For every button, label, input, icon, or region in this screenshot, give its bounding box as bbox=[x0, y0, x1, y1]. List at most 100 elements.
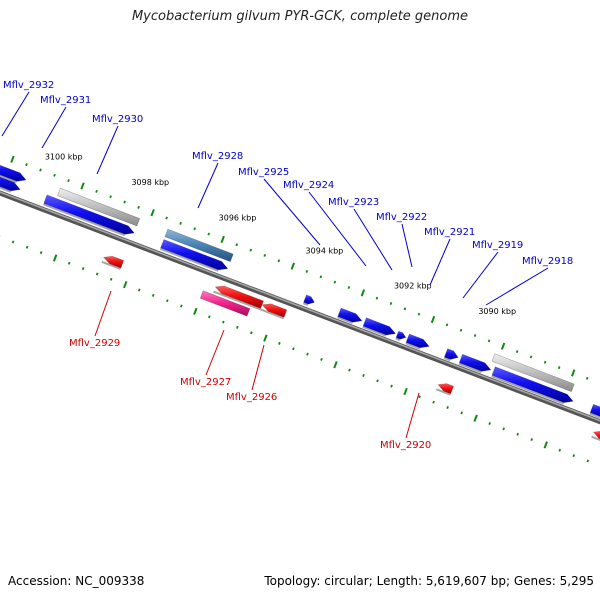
gene-label-reverse[interactable]: Mflv_2926 bbox=[226, 392, 277, 403]
tick-mark-outer bbox=[150, 209, 155, 217]
gene-leader-line bbox=[485, 267, 549, 306]
forward-cds-arrow[interactable] bbox=[160, 239, 229, 271]
tick-mark-outer bbox=[263, 253, 267, 257]
gene-label-forward[interactable]: Mflv_2919 bbox=[472, 240, 523, 251]
feature-shadow bbox=[213, 290, 261, 311]
tick-mark-outer bbox=[557, 366, 561, 370]
tick-mark-inner bbox=[320, 357, 323, 361]
tick-mark-outer bbox=[500, 342, 506, 350]
genes-label: Genes: bbox=[513, 574, 556, 588]
forward-cds-arrow[interactable] bbox=[337, 307, 363, 323]
feature-shadow bbox=[362, 326, 387, 337]
tick-mark-inner bbox=[250, 331, 253, 335]
forward-cds-arrow[interactable] bbox=[43, 194, 135, 235]
gene-leader-line bbox=[405, 392, 420, 439]
forward-cds-arrow[interactable] bbox=[303, 294, 315, 305]
gene-leader-line bbox=[205, 329, 225, 376]
gene-leader-line bbox=[96, 125, 119, 175]
feature-shadow bbox=[395, 337, 401, 342]
tick-mark-outer bbox=[123, 200, 126, 204]
tick-mark-inner bbox=[109, 277, 113, 281]
tick-mark-inner bbox=[572, 454, 576, 458]
feature-shadow bbox=[302, 302, 309, 306]
tick-mark-inner bbox=[473, 414, 478, 422]
tick-mark-inner bbox=[543, 441, 548, 449]
tick-mark-inner bbox=[403, 387, 408, 396]
forward-cds-arrow[interactable] bbox=[362, 317, 397, 336]
feature-shadow bbox=[101, 260, 121, 270]
forward-cds-arrow[interactable] bbox=[395, 330, 407, 340]
gene-label-forward[interactable]: Mflv_2925 bbox=[238, 167, 289, 178]
accession-text: Accession: NC_009338 bbox=[8, 574, 144, 588]
feature-shadow bbox=[337, 316, 353, 324]
tick-mark-outer bbox=[109, 195, 112, 199]
gene-label-forward[interactable]: Mflv_2928 bbox=[192, 151, 243, 162]
tick-mark-outer bbox=[459, 328, 463, 332]
scale-tick-label: 3096 kbp bbox=[219, 213, 257, 222]
gene-label-forward[interactable]: Mflv_2932 bbox=[3, 80, 54, 91]
tick-mark-outer bbox=[305, 269, 309, 273]
gene-label-forward[interactable]: Mflv_2930 bbox=[92, 114, 143, 125]
gene-label-reverse[interactable]: Mflv_2929 bbox=[69, 338, 120, 349]
gene-label-forward[interactable]: Mflv_2923 bbox=[328, 197, 379, 208]
tick-mark-outer bbox=[473, 334, 477, 338]
tick-mark-outer bbox=[375, 296, 379, 300]
tick-mark-inner bbox=[236, 325, 239, 329]
tick-mark-inner bbox=[333, 361, 338, 369]
tick-mark-outer bbox=[389, 302, 393, 306]
feature-shadow bbox=[43, 203, 126, 237]
feature-shadow bbox=[589, 412, 600, 419]
forward-cds-arrow[interactable] bbox=[405, 333, 430, 349]
scale-tick-label: 3100 kbp bbox=[45, 153, 83, 162]
gene-label-forward[interactable]: Mflv_2921 bbox=[424, 227, 475, 238]
tick-mark-inner bbox=[81, 267, 85, 271]
scale-tick-label: 3098 kbp bbox=[131, 178, 169, 187]
other-reverse-feature-bar[interactable] bbox=[199, 290, 251, 317]
gene-label-forward[interactable]: Mflv_2931 bbox=[40, 95, 91, 106]
forward-cds-arrow[interactable] bbox=[0, 161, 27, 182]
forward-cds-arrow[interactable] bbox=[491, 366, 574, 403]
gene-label-forward[interactable]: Mflv_2922 bbox=[376, 212, 427, 223]
reverse-cds-arrow[interactable] bbox=[102, 255, 125, 269]
forward-cds-arrow[interactable] bbox=[0, 172, 21, 192]
length-value: 5,619,607 bp bbox=[425, 574, 506, 588]
gene-label-reverse[interactable]: Mflv_2927 bbox=[180, 377, 231, 388]
pseudo-feature-bar[interactable] bbox=[491, 353, 575, 392]
tick-mark-outer bbox=[249, 248, 253, 252]
gene-label-forward[interactable]: Mflv_2924 bbox=[283, 180, 334, 191]
tick-mark-inner bbox=[376, 379, 379, 383]
map-title: Mycobacterium gilvum PYR-GCK, complete g… bbox=[131, 9, 469, 24]
forward-cds-arrow[interactable] bbox=[458, 353, 492, 372]
forward-cds-arrow[interactable] bbox=[444, 348, 459, 360]
tick-mark-inner bbox=[208, 315, 211, 319]
tick-mark-outer bbox=[529, 355, 533, 359]
tick-mark-outer bbox=[403, 307, 407, 311]
feature-shadow bbox=[491, 375, 564, 405]
forward-cds-arrow[interactable] bbox=[589, 403, 600, 417]
tick-mark-inner bbox=[165, 299, 169, 303]
reverse-cds-arrow[interactable] bbox=[214, 285, 264, 309]
topology-label: Topology: bbox=[264, 574, 321, 588]
gene-leader-line bbox=[197, 162, 219, 209]
tick-mark-outer bbox=[417, 312, 421, 316]
gene-leader-line bbox=[353, 208, 393, 271]
tick-mark-outer bbox=[67, 179, 70, 183]
other-forward-feature-bar[interactable] bbox=[164, 228, 234, 262]
gene-label-reverse[interactable]: Mflv_2920 bbox=[380, 440, 431, 451]
tick-mark-inner bbox=[39, 251, 43, 255]
reverse-cds-arrow[interactable] bbox=[437, 383, 454, 395]
feature-shadow bbox=[405, 342, 421, 350]
tick-mark-outer bbox=[80, 182, 85, 190]
reverse-cds-arrow[interactable] bbox=[261, 303, 288, 318]
tick-mark-inner bbox=[263, 334, 268, 342]
topology-value: circular bbox=[324, 574, 369, 588]
tick-mark-inner bbox=[390, 384, 393, 388]
tick-mark-outer bbox=[220, 235, 225, 244]
pseudo-feature-bar[interactable] bbox=[57, 187, 141, 227]
tick-mark-inner bbox=[516, 432, 519, 436]
genome-backbone bbox=[0, 190, 600, 425]
gene-leader-line bbox=[308, 191, 367, 267]
reverse-cds-arrow[interactable] bbox=[592, 430, 600, 441]
gene-label-forward[interactable]: Mflv_2918 bbox=[522, 256, 573, 267]
